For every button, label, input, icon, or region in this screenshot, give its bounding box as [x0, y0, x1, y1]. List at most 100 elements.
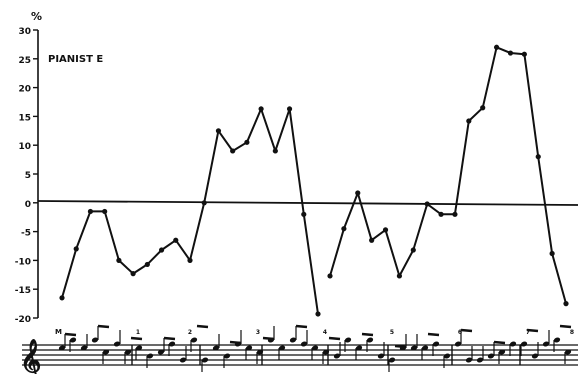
- y-tick-label: -15: [15, 286, 31, 296]
- note-beam: [97, 324, 110, 329]
- bar-number: 2: [188, 329, 192, 336]
- series-line: [329, 46, 567, 304]
- y-tick-label: 10: [18, 142, 31, 152]
- note-head: [69, 337, 77, 343]
- note-head: [135, 345, 143, 351]
- data-point: [341, 226, 347, 232]
- data-point: [355, 190, 361, 196]
- bar-number: 7: [526, 329, 530, 336]
- data-series: [59, 44, 569, 317]
- y-tick-label: 0: [25, 200, 31, 210]
- data-point: [480, 105, 486, 111]
- note-head: [124, 349, 132, 355]
- note-head: [355, 345, 363, 351]
- data-point: [59, 295, 65, 301]
- note-beam: [295, 324, 308, 329]
- note-head: [212, 345, 220, 351]
- note-beam: [361, 332, 374, 337]
- data-point: [466, 118, 472, 124]
- data-point: [327, 273, 333, 279]
- note-head: [366, 337, 374, 343]
- chart-title: PIANIST E: [48, 54, 103, 65]
- y-tick-label: 20: [18, 85, 31, 95]
- data-point: [201, 200, 207, 206]
- note-head: [289, 337, 297, 343]
- data-point: [215, 128, 222, 134]
- data-point: [301, 211, 307, 217]
- bar-number: 1: [136, 329, 140, 336]
- note-beam: [559, 324, 572, 329]
- note-head: [190, 337, 198, 343]
- treble-clef-icon: 𝄞: [20, 338, 41, 374]
- y-tick-label: -10: [15, 257, 31, 267]
- data-point: [73, 246, 79, 252]
- note-head: [498, 349, 506, 355]
- note-head: [344, 337, 352, 343]
- note-beam: [526, 328, 539, 333]
- note-head: [300, 341, 308, 347]
- note-beam: [427, 332, 440, 337]
- data-point: [563, 301, 569, 307]
- data-point: [144, 261, 150, 268]
- note-head: [278, 345, 286, 351]
- note-head: [564, 349, 572, 355]
- note-head: [388, 357, 396, 363]
- note-beam: [130, 336, 143, 341]
- data-point: [116, 257, 122, 263]
- note-head: [487, 353, 495, 359]
- note-head: [410, 345, 418, 351]
- data-point: [158, 247, 165, 253]
- note-head: [201, 357, 209, 363]
- data-point: [187, 257, 193, 263]
- data-point: [410, 247, 416, 253]
- data-point: [535, 154, 541, 160]
- tempo-marking: M: [55, 328, 62, 336]
- note-head: [102, 349, 110, 355]
- y-unit-label: %: [31, 10, 42, 23]
- data-point: [521, 51, 527, 57]
- data-point: [438, 211, 444, 217]
- data-point: [87, 208, 94, 215]
- note-head: [91, 337, 99, 343]
- series-line: [61, 107, 319, 315]
- note-head: [311, 345, 319, 351]
- zero-baseline: [37, 200, 578, 206]
- note-head: [454, 341, 462, 347]
- note-head: [509, 341, 517, 347]
- bar-number: 8: [570, 329, 574, 336]
- note-head: [377, 353, 385, 359]
- note-beam: [196, 324, 209, 329]
- note-head: [476, 357, 484, 363]
- bar-number: 6: [458, 329, 462, 336]
- note-head: [234, 341, 242, 347]
- data-point: [173, 237, 179, 243]
- note-head: [531, 353, 539, 359]
- note-head: [168, 341, 176, 347]
- y-tick-label: -5: [21, 229, 31, 239]
- data-point: [244, 139, 250, 145]
- note-head: [443, 353, 451, 359]
- y-tick-label: 15: [18, 113, 31, 123]
- y-ticks: 30 25 20 15 10 5 0 -5 -10 -15 -20: [15, 27, 38, 325]
- note-head: [58, 345, 66, 351]
- note-head: [399, 345, 407, 351]
- note-beam: [493, 340, 506, 345]
- note-head: [267, 337, 275, 343]
- data-point: [507, 50, 514, 56]
- data-point: [549, 250, 555, 257]
- note-head: [146, 353, 154, 359]
- note-head: [245, 345, 253, 351]
- music-score-staff: 𝄞 M 1 2 3 4 5 6 7 8: [20, 324, 578, 374]
- bar-number: 5: [390, 329, 394, 336]
- data-point: [272, 148, 278, 154]
- data-point: [424, 201, 430, 207]
- y-tick-label: 30: [18, 27, 31, 37]
- data-point: [130, 271, 136, 277]
- y-tick-label: -20: [15, 315, 31, 325]
- data-point: [452, 211, 458, 217]
- note-head: [157, 349, 165, 355]
- data-point: [493, 44, 500, 50]
- bar-number: 3: [256, 329, 260, 336]
- note-head: [520, 341, 528, 347]
